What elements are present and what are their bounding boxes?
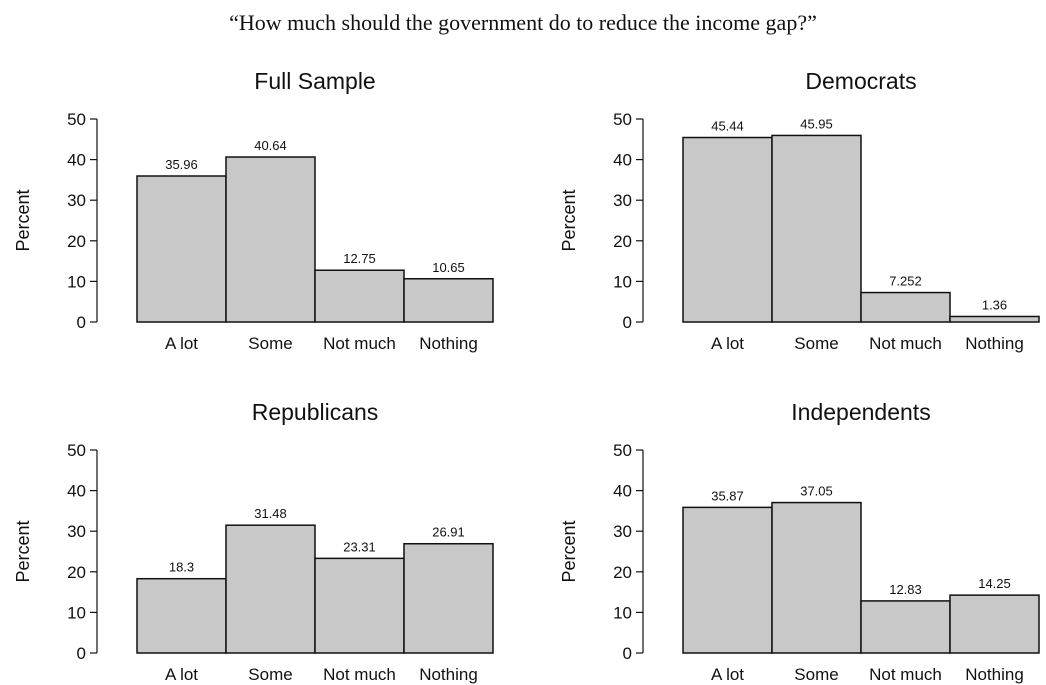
panel-title: Full Sample bbox=[254, 68, 375, 94]
category-label: Not much bbox=[323, 334, 396, 353]
y-tick-label: 10 bbox=[67, 272, 86, 291]
y-tick-label: 30 bbox=[613, 522, 632, 541]
data-label: 7.252 bbox=[889, 274, 922, 289]
y-tick-label: 10 bbox=[67, 603, 86, 622]
data-label: 18.3 bbox=[169, 560, 194, 575]
data-label: 10.65 bbox=[432, 260, 465, 275]
category-label: Nothing bbox=[419, 665, 478, 684]
bar-2 bbox=[860, 600, 951, 654]
category-label: Not much bbox=[869, 665, 942, 684]
bar-0 bbox=[136, 175, 227, 323]
category-label: Nothing bbox=[965, 334, 1024, 353]
y-tick-label: 10 bbox=[613, 603, 632, 622]
data-label: 14.25 bbox=[978, 576, 1011, 591]
data-label: 1.36 bbox=[982, 297, 1007, 312]
bar-3 bbox=[949, 315, 1040, 323]
category-label: Some bbox=[248, 665, 292, 684]
bar-3 bbox=[949, 594, 1040, 654]
panel-title: Democrats bbox=[805, 68, 916, 94]
y-tick-label: 30 bbox=[613, 191, 632, 210]
chart-panel-3: Independents Percent 0 10 20 30 40 50 35.87 A lot… bbox=[559, 399, 1040, 684]
y-tick-label: 0 bbox=[77, 313, 86, 332]
panel-title: Republicans bbox=[252, 399, 379, 425]
data-label: 45.44 bbox=[711, 119, 744, 134]
y-tick-label: 50 bbox=[67, 441, 86, 460]
category-label: Some bbox=[794, 665, 838, 684]
category-label: Not much bbox=[869, 334, 942, 353]
chart-panel-2: Republicans Percent 0 10 20 30 40 50 18.3 A lot 31… bbox=[13, 399, 494, 684]
category-label: Nothing bbox=[419, 334, 478, 353]
chart-panel-0: Full Sample Percent 0 10 20 30 40 50 35.96 A lot 4… bbox=[13, 68, 494, 353]
chart-panel-1: Democrats Percent 0 10 20 30 40 50 45.44 A lot 45.… bbox=[559, 68, 1040, 353]
y-tick-label: 50 bbox=[613, 441, 632, 460]
y-axis-label: Percent bbox=[559, 189, 579, 251]
y-tick-label: 40 bbox=[613, 151, 632, 170]
category-label: A lot bbox=[711, 665, 744, 684]
y-tick-label: 40 bbox=[613, 482, 632, 501]
data-label: 35.87 bbox=[711, 488, 744, 503]
data-label: 31.48 bbox=[254, 506, 287, 521]
bar-1 bbox=[225, 156, 316, 323]
y-axis-label: Percent bbox=[13, 520, 33, 582]
bar-2 bbox=[860, 291, 951, 323]
category-label: Nothing bbox=[965, 665, 1024, 684]
data-label: 37.05 bbox=[800, 484, 833, 499]
bar-0 bbox=[682, 506, 773, 654]
bar-0 bbox=[682, 136, 773, 323]
data-label: 35.96 bbox=[165, 157, 198, 172]
y-tick-label: 10 bbox=[613, 272, 632, 291]
category-label: Some bbox=[794, 334, 838, 353]
data-label: 23.31 bbox=[343, 539, 376, 554]
y-tick-label: 0 bbox=[623, 313, 632, 332]
y-axis-label: Percent bbox=[559, 520, 579, 582]
y-tick-label: 40 bbox=[67, 482, 86, 501]
data-label: 45.95 bbox=[800, 116, 833, 131]
y-tick-label: 20 bbox=[67, 232, 86, 251]
y-tick-label: 50 bbox=[613, 110, 632, 129]
data-label: 40.64 bbox=[254, 138, 287, 153]
bar-2 bbox=[314, 269, 405, 323]
category-label: Not much bbox=[323, 665, 396, 684]
category-label: A lot bbox=[165, 665, 198, 684]
bar-1 bbox=[225, 524, 316, 654]
y-tick-label: 30 bbox=[67, 522, 86, 541]
bar-2 bbox=[314, 557, 405, 654]
data-label: 12.83 bbox=[889, 582, 922, 597]
category-label: Some bbox=[248, 334, 292, 353]
y-tick-label: 0 bbox=[77, 644, 86, 663]
bar-1 bbox=[771, 501, 862, 654]
y-tick-label: 0 bbox=[623, 644, 632, 663]
category-label: A lot bbox=[711, 334, 744, 353]
data-label: 26.91 bbox=[432, 525, 465, 540]
bar-0 bbox=[136, 577, 227, 654]
bar-3 bbox=[403, 542, 494, 654]
y-tick-label: 20 bbox=[613, 232, 632, 251]
category-label: A lot bbox=[165, 334, 198, 353]
bar-1 bbox=[771, 134, 862, 323]
y-tick-label: 20 bbox=[613, 563, 632, 582]
y-tick-label: 40 bbox=[67, 151, 86, 170]
data-label: 12.75 bbox=[343, 251, 376, 266]
y-tick-label: 30 bbox=[67, 191, 86, 210]
y-tick-label: 20 bbox=[67, 563, 86, 582]
y-axis-label: Percent bbox=[13, 189, 33, 251]
page-title: “How much should the government do to re… bbox=[229, 10, 817, 35]
bar-3 bbox=[403, 278, 494, 323]
y-tick-label: 50 bbox=[67, 110, 86, 129]
panel-title: Independents bbox=[791, 399, 930, 425]
